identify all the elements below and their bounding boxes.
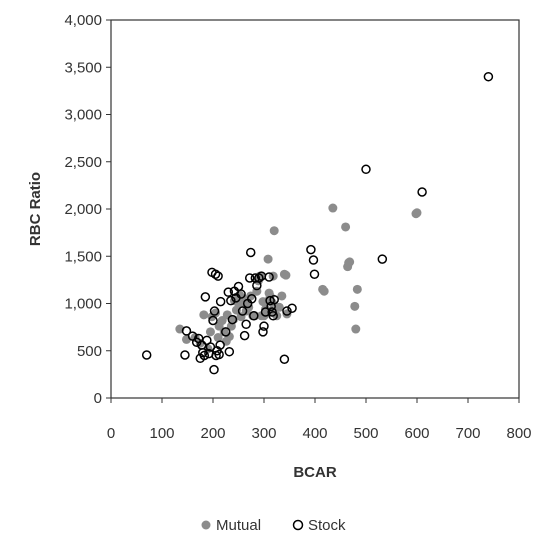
stock-point bbox=[226, 295, 236, 306]
stock-point bbox=[265, 295, 275, 306]
y-tick-label: 0 bbox=[94, 390, 102, 407]
y-tick-label: 1,500 bbox=[64, 248, 102, 265]
mutual-point bbox=[345, 257, 355, 267]
stock-point bbox=[306, 244, 316, 255]
stock-point bbox=[209, 306, 220, 316]
stock-point bbox=[361, 164, 371, 175]
plot-area bbox=[110, 19, 520, 399]
stock-point bbox=[267, 307, 277, 317]
stock-point bbox=[237, 306, 248, 316]
stock-point bbox=[249, 311, 259, 321]
stock-point bbox=[264, 272, 274, 282]
x-tick-label: 800 bbox=[506, 425, 531, 442]
stock-point bbox=[417, 187, 427, 197]
stock-point bbox=[214, 349, 224, 360]
stock-point bbox=[213, 271, 223, 281]
legend-label-stock: Stock bbox=[308, 517, 346, 534]
stock-point bbox=[180, 350, 190, 360]
stock-point bbox=[308, 255, 319, 265]
stock-point bbox=[241, 319, 251, 330]
mutual-point bbox=[213, 333, 223, 343]
y-tick-label: 2,000 bbox=[64, 201, 102, 218]
stock-point bbox=[282, 306, 292, 316]
stock-point bbox=[259, 321, 269, 331]
legend-marker-mutual bbox=[201, 520, 211, 530]
data-points bbox=[141, 71, 494, 375]
y-tick-label: 4,000 bbox=[64, 12, 102, 29]
mutual-point bbox=[351, 324, 361, 334]
stock-point bbox=[268, 311, 278, 321]
x-tick-label: 500 bbox=[353, 425, 378, 442]
stock-point bbox=[141, 350, 152, 360]
stock-point bbox=[239, 330, 250, 341]
y-axis-ticks: 0 500 1,000 1,500 2,000 2,500 3,000 3,500 4,000 bbox=[64, 12, 111, 407]
x-tick-label: 100 bbox=[149, 425, 174, 442]
stock-point bbox=[209, 364, 219, 375]
stock-point bbox=[279, 354, 290, 365]
y-tick-label: 3,500 bbox=[64, 59, 102, 76]
stock-point bbox=[258, 327, 268, 337]
stock-point bbox=[199, 350, 210, 361]
stock-point bbox=[208, 315, 218, 326]
stock-point bbox=[215, 340, 225, 350]
mutual-point bbox=[319, 286, 329, 296]
x-tick-label: 600 bbox=[404, 425, 429, 442]
stock-point bbox=[287, 303, 297, 313]
stock-point bbox=[221, 327, 231, 337]
stock-point bbox=[269, 294, 279, 305]
x-axis-title: BCAR bbox=[293, 464, 336, 481]
x-tick-label: 0 bbox=[107, 425, 115, 442]
stock-point bbox=[377, 254, 388, 264]
x-tick-label: 400 bbox=[302, 425, 327, 442]
x-tick-label: 300 bbox=[251, 425, 276, 442]
y-tick-label: 2,500 bbox=[64, 154, 102, 171]
stock-point bbox=[227, 314, 238, 325]
mutual-point bbox=[350, 301, 360, 311]
stock-point bbox=[260, 307, 271, 317]
mutual-point bbox=[263, 254, 273, 264]
y-tick-label: 500 bbox=[77, 343, 102, 360]
mutual-point bbox=[281, 270, 291, 280]
legend: Mutual Stock bbox=[201, 517, 346, 534]
stock-point bbox=[223, 287, 234, 297]
x-axis-ticks: 0 100 200 300 400 500 600 700 800 bbox=[107, 398, 532, 442]
stock-point bbox=[483, 71, 494, 82]
legend-marker-stock bbox=[292, 519, 304, 531]
mutual-point bbox=[274, 302, 284, 312]
mutual-point bbox=[269, 226, 279, 236]
stock-point bbox=[247, 294, 257, 304]
stock-point bbox=[309, 269, 320, 279]
legend-label-mutual: Mutual bbox=[216, 517, 261, 534]
stock-point bbox=[224, 346, 235, 357]
mutual-point bbox=[277, 291, 287, 301]
mutual-point bbox=[412, 208, 422, 218]
mutual-point bbox=[224, 332, 234, 342]
stock-point bbox=[210, 269, 221, 279]
x-tick-label: 700 bbox=[455, 425, 480, 442]
mutual-point bbox=[341, 222, 351, 232]
stock-point bbox=[254, 273, 264, 283]
y-axis-title: RBC Ratio bbox=[27, 172, 44, 246]
stock-point bbox=[200, 292, 211, 302]
y-tick-label: 1,000 bbox=[64, 296, 102, 313]
mutual-point bbox=[199, 310, 209, 320]
mutual-point bbox=[352, 284, 362, 294]
mutual-point bbox=[205, 327, 215, 337]
y-tick-label: 3,000 bbox=[64, 107, 102, 124]
stock-point bbox=[236, 289, 246, 299]
x-tick-label: 200 bbox=[200, 425, 225, 442]
stock-point bbox=[215, 296, 226, 307]
stock-point bbox=[244, 273, 255, 283]
mutual-point bbox=[328, 203, 338, 213]
stock-point bbox=[245, 247, 256, 258]
stock-point bbox=[181, 326, 192, 336]
